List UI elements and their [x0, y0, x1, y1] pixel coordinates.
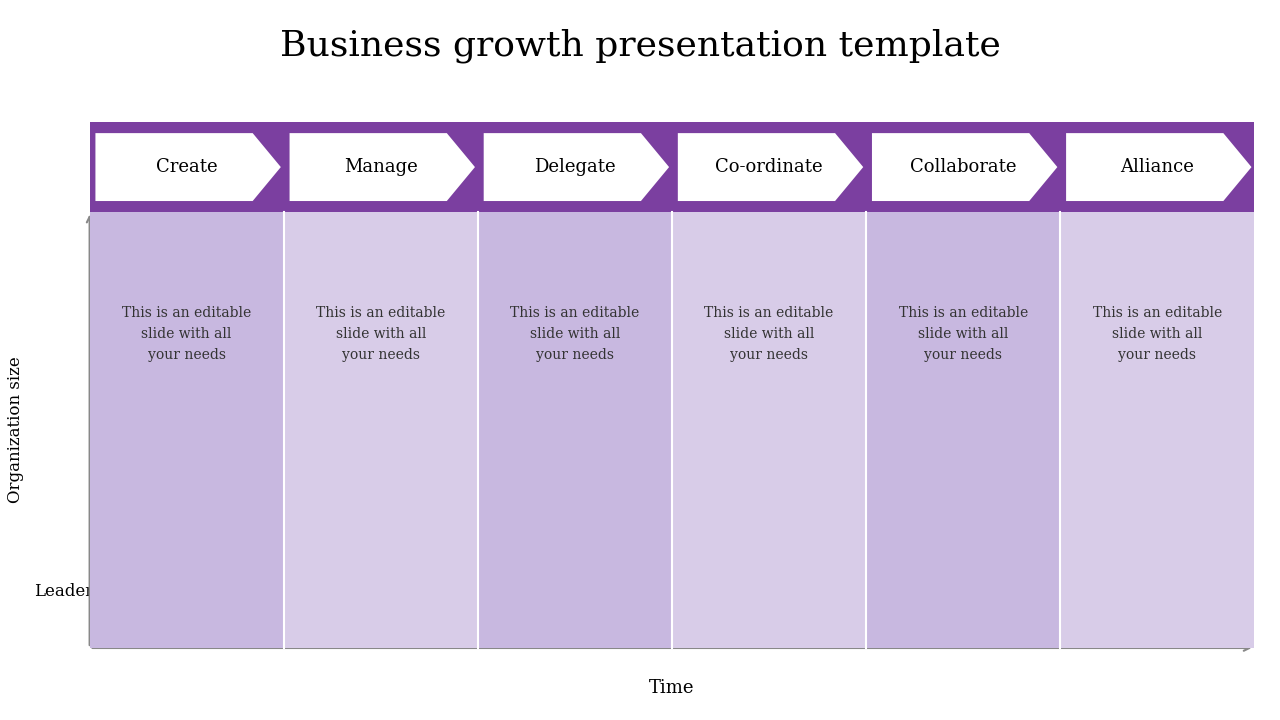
Text: Co-ordinate: Co-ordinate [716, 158, 823, 176]
Text: This is an editable
slide with all
your needs: This is an editable slide with all your … [899, 306, 1028, 361]
Text: Leadership: Leadership [35, 582, 128, 600]
Text: Alliance: Alliance [1120, 158, 1194, 176]
Text: Autonomy: Autonomy [338, 608, 424, 626]
Text: Organization size: Organization size [6, 356, 24, 503]
Point [759, 394, 780, 405]
Text: This is an editable
slide with all
your needs: This is an editable slide with all your … [704, 306, 833, 361]
Point [564, 454, 585, 466]
Text: This is an editable
slide with all
your needs: This is an editable slide with all your … [316, 306, 445, 361]
Text: This is an editable
slide with all
your needs: This is an editable slide with all your … [511, 306, 640, 361]
Text: This is an editable
slide with all
your needs: This is an editable slide with all your … [122, 306, 251, 361]
Point [177, 585, 197, 597]
Text: Red tape: Red tape [731, 478, 806, 495]
Text: Time: Time [649, 679, 695, 697]
Text: Collaborate: Collaborate [910, 158, 1016, 176]
Text: Delegate: Delegate [534, 158, 616, 176]
Text: Business growth presentation template: Business growth presentation template [279, 29, 1001, 63]
Text: Growth: Growth [842, 325, 905, 343]
Text: Control: Control [453, 452, 517, 469]
Text: Manage: Manage [344, 158, 417, 176]
Text: This is an editable
slide with all
your needs: This is an editable slide with all your … [1093, 306, 1222, 361]
Text: Create: Create [156, 158, 218, 176]
Point [371, 524, 392, 536]
Point [954, 328, 974, 340]
